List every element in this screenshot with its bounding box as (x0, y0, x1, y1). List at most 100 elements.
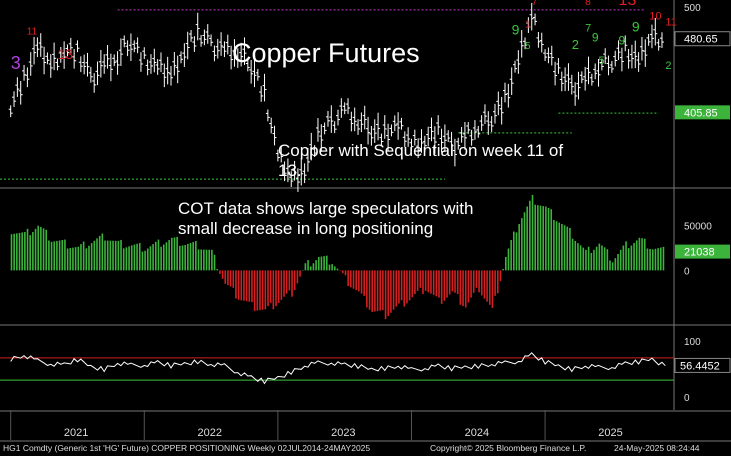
sequential-annotation: Copper with Sequential on week 11 of 13. (278, 141, 564, 180)
cot-bar (29, 235, 31, 271)
cot-bar (133, 244, 136, 271)
cot-bar (358, 270, 360, 292)
cot-bar (398, 270, 400, 304)
cot-bar (251, 270, 253, 303)
cot-bar (317, 257, 320, 271)
cot-bar (617, 253, 619, 271)
cot-bar (24, 231, 26, 271)
cot-bar (189, 242, 192, 271)
cot-bar (64, 239, 66, 271)
cot-bar (56, 240, 58, 271)
cot-bar (382, 270, 384, 311)
cot-bar (197, 249, 200, 271)
cot-bar (69, 248, 72, 271)
cot-bar (160, 246, 162, 271)
cot-bar (235, 270, 237, 299)
sequential-count-label: 2 (572, 37, 579, 52)
cot-bar (168, 240, 170, 271)
cot-bar (256, 270, 259, 311)
cot-bar (633, 242, 635, 271)
cot-bar (505, 257, 507, 271)
cot-bar (85, 248, 88, 271)
cot-bar (243, 270, 245, 301)
cot-bar (454, 270, 456, 293)
cot-bar (122, 248, 125, 271)
price-tick-label: 500 (684, 3, 701, 14)
cot-bar (34, 228, 37, 271)
cot-bar (26, 228, 29, 271)
cot-bar (579, 245, 582, 271)
cot-bar (184, 244, 186, 271)
support-level-box (675, 105, 730, 120)
cot-bar (603, 247, 606, 271)
cot-bar (427, 270, 430, 293)
cot-bar (285, 270, 288, 294)
footer-security-description: HG1 Comdty (Generic 1st 'HG' Future) COP… (3, 443, 371, 453)
cot-bar (494, 270, 496, 296)
cot-bar (237, 270, 240, 300)
cot-bar (419, 270, 422, 288)
cot-bar (350, 270, 352, 288)
cot-bar (523, 212, 526, 271)
cot-bar (37, 225, 40, 271)
cot-bar (515, 232, 518, 271)
cot-bar (203, 249, 205, 271)
cot-bar (74, 247, 77, 271)
cot-bar (545, 206, 547, 271)
sequential-count-label: 9 (512, 21, 520, 37)
cot-bar (48, 240, 50, 271)
cot-bar (93, 240, 96, 271)
cot-bar (416, 270, 419, 291)
cot-bar (585, 249, 587, 271)
cot-bar (325, 255, 328, 271)
cot-bar (328, 264, 331, 271)
cot-bar (173, 237, 176, 271)
cot-bar (371, 270, 374, 312)
cot-bar (90, 243, 93, 271)
cot-bar (32, 231, 34, 271)
cot-bar (307, 260, 309, 271)
cot-bar (176, 236, 178, 271)
cot-bar (550, 209, 553, 271)
cot-bar (606, 249, 609, 271)
cot-bar (120, 239, 122, 271)
cot-bar (248, 270, 251, 302)
cot-bar (529, 200, 531, 271)
cot-bar (470, 270, 472, 298)
cot-bar (138, 242, 141, 271)
cot-bar (229, 270, 232, 287)
cot-bar (368, 270, 371, 310)
cot-bar (456, 270, 459, 295)
sequential-count-label: 8 (585, 0, 591, 8)
cot-bar (590, 252, 593, 271)
cot-tick-label: 0 (684, 266, 690, 277)
cot-bar (595, 246, 598, 271)
cot-bar (154, 241, 157, 271)
last-price-label: 480.65 (684, 34, 718, 46)
cot-bar (531, 194, 534, 271)
cot-bar (571, 238, 574, 271)
cot-bar (558, 222, 561, 271)
cot-bar (414, 270, 416, 295)
cot-bar (448, 270, 451, 295)
cot-bar (438, 270, 440, 298)
cot-bar (464, 270, 467, 308)
cot-bar (66, 248, 69, 271)
cot-bar (561, 223, 563, 271)
cot-bar (582, 247, 585, 271)
sequential-count-label: 13 (619, 0, 637, 9)
cot-bar (459, 270, 462, 305)
cot-bar (171, 237, 173, 271)
cot-bar (641, 238, 643, 271)
cot-bar (526, 206, 528, 271)
cot-bar (488, 270, 491, 305)
cot-bar (513, 231, 515, 271)
cot-bar (253, 270, 256, 312)
cot-bar (537, 205, 539, 271)
cot-bar (16, 233, 18, 271)
cot-bar (649, 248, 651, 271)
cot-bar (446, 270, 448, 298)
cot-bar (261, 270, 264, 310)
sequential-count-label: 7 (532, 0, 538, 8)
